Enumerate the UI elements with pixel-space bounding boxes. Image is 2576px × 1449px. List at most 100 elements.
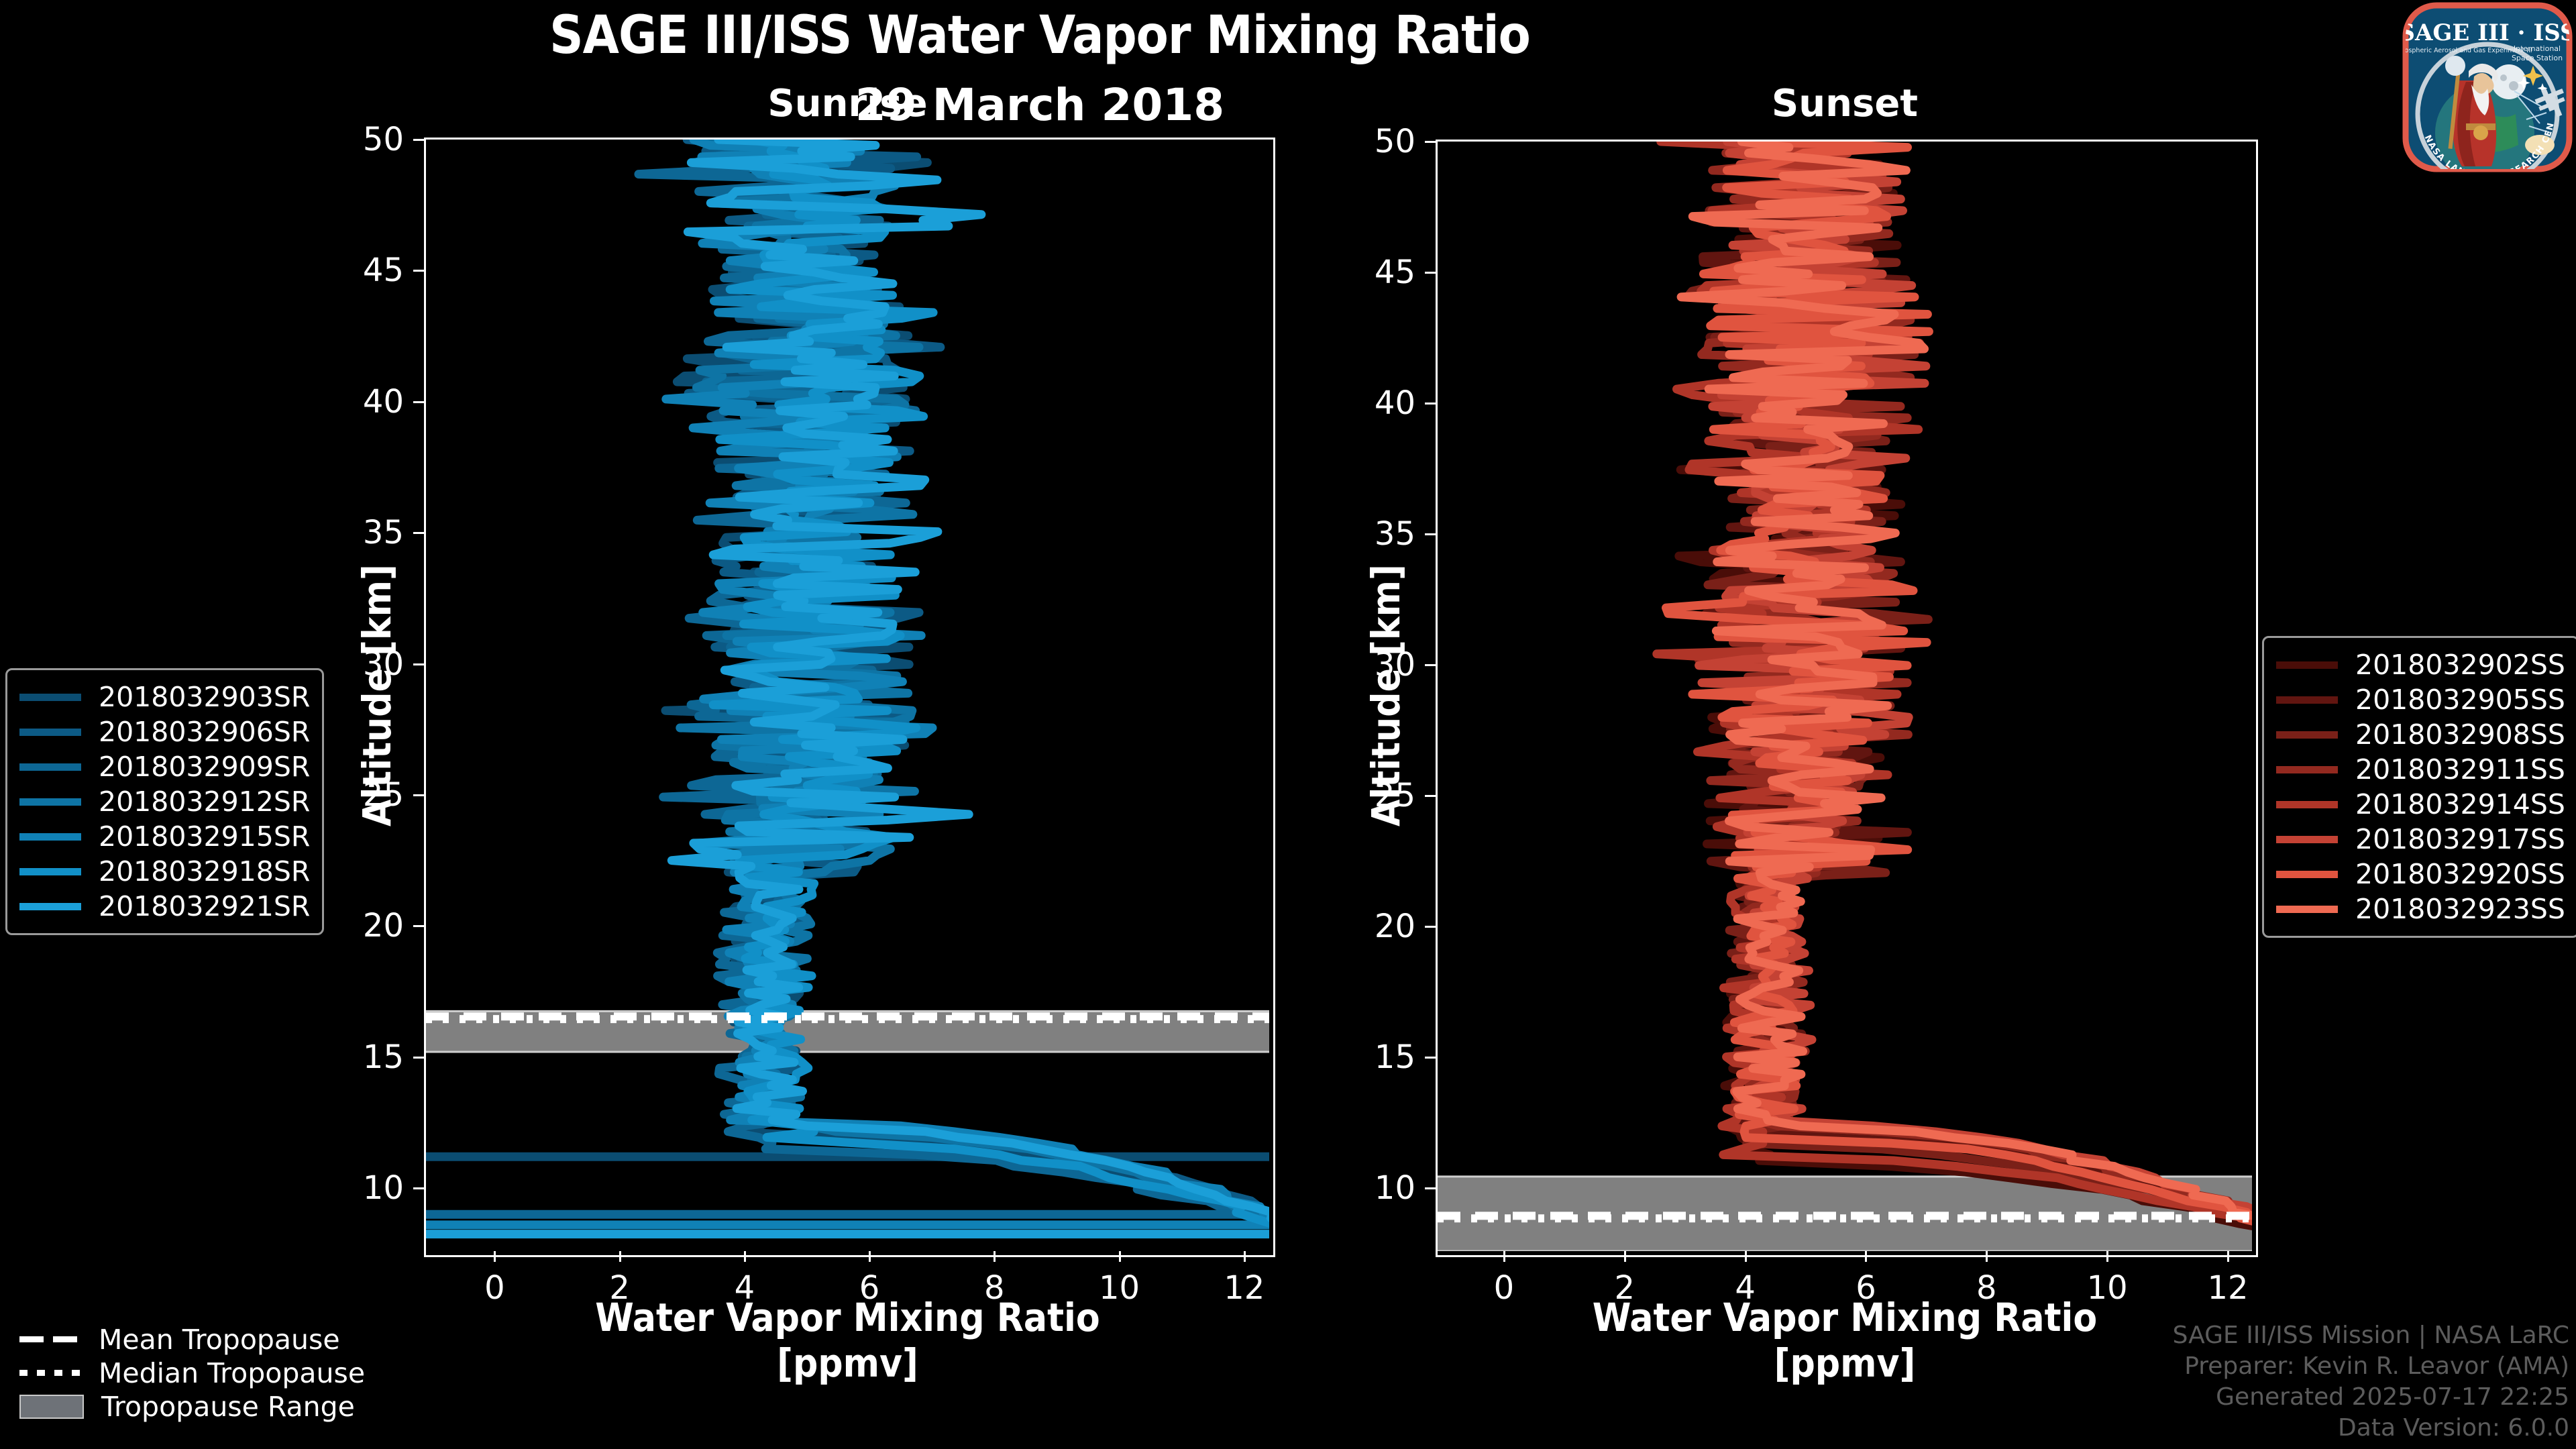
date-subtitle: 29 March 2018	[855, 79, 1225, 131]
legend-item-sunrise-1[interactable]: 2018032906SR	[19, 714, 310, 749]
legend-item-sunset-3[interactable]: 2018032911SS	[2276, 752, 2565, 787]
y-tick-label: 25	[1374, 777, 1415, 815]
y-tick	[413, 400, 424, 403]
x-tick-label: 2	[609, 1269, 630, 1307]
profile-lines-sunrise	[426, 140, 1269, 1239]
legend-color-swatch	[2276, 870, 2338, 878]
x-tick-label: 0	[484, 1269, 505, 1307]
logo-subtitle-right-1: International	[2514, 44, 2561, 53]
legend-item-median-tropopause[interactable]: Median Tropopause	[19, 1356, 365, 1390]
legend-label: 2018032915SR	[99, 820, 311, 853]
x-tick	[1986, 1251, 1988, 1262]
logo-title-text: SAGE III · ISS	[2402, 19, 2573, 46]
x-tick-label: 6	[1856, 1269, 1876, 1307]
y-tick	[1425, 402, 1436, 405]
legend-item-sunrise-6[interactable]: 2018032921SR	[19, 889, 310, 924]
legend-item-sunrise-2[interactable]: 2018032909SR	[19, 749, 310, 784]
legend-color-swatch	[19, 867, 81, 875]
y-tick	[1425, 664, 1436, 667]
y-tick	[413, 1187, 424, 1190]
credits-line-mission: SAGE III/ISS Mission | NASA LaRC	[2172, 1322, 2569, 1349]
credits-line-dataversion: Data Version: 6.0.0	[2338, 1414, 2569, 1442]
legend-item-sunset-4[interactable]: 2018032914SS	[2276, 787, 2565, 822]
x-tick	[1623, 1251, 1626, 1262]
legend-color-swatch	[19, 693, 81, 701]
legend-item-sunrise-3[interactable]: 2018032912SR	[19, 784, 310, 819]
y-tick-label: 15	[1374, 1038, 1415, 1077]
x-axis-title-sunrise: Water Vapor Mixing Ratio	[595, 1295, 1100, 1340]
x-tick	[494, 1251, 496, 1262]
profile-line	[667, 140, 1269, 1222]
y-tick	[413, 925, 424, 928]
plot-area-sunrise	[424, 138, 1275, 1257]
legend-item-sunset-2[interactable]: 2018032908SS	[2276, 717, 2565, 752]
legend-item-sunrise-5[interactable]: 2018032918SR	[19, 854, 310, 889]
legend-item-sunset-0[interactable]: 2018032902SS	[2276, 647, 2565, 682]
legend-color-swatch	[2276, 731, 2338, 739]
y-tick	[413, 532, 424, 535]
y-tick-label: 20	[362, 907, 404, 945]
x-tick	[1503, 1251, 1505, 1262]
y-tick	[1425, 926, 1436, 928]
y-tick-label: 30	[362, 645, 404, 683]
legend-label: 2018032909SR	[99, 751, 311, 783]
y-tick	[1425, 272, 1436, 274]
y-axis-title-sunrise: Altitude [km]	[354, 564, 400, 826]
legend-color-swatch	[2276, 905, 2338, 913]
x-tick-label: 10	[1098, 1269, 1140, 1307]
logo-subtitle-right-2: Space Station	[2512, 54, 2563, 62]
dotted-line-icon	[19, 1366, 81, 1381]
panel-header-sunset: Sunset	[1771, 82, 1919, 125]
x-axis-title-sunset: Water Vapor Mixing Ratio	[1592, 1295, 2098, 1340]
legend-item-sunset-6[interactable]: 2018032920SS	[2276, 857, 2565, 892]
plot-area-sunset	[1436, 140, 2258, 1257]
legend-item-sunrise-4[interactable]: 2018032915SR	[19, 819, 310, 854]
y-tick	[1425, 1057, 1436, 1059]
y-tick-label: 50	[1374, 123, 1415, 160]
legend-label: 2018032911SS	[2355, 753, 2565, 786]
y-tick	[1425, 1187, 1436, 1190]
y-tick-label: 10	[362, 1169, 404, 1208]
legend-item-tropopause-range[interactable]: Tropopause Range	[19, 1390, 365, 1424]
y-tick-label: 15	[362, 1038, 404, 1076]
legend-item-sunset-7[interactable]: 2018032923SS	[2276, 892, 2565, 926]
y-tick-label: 40	[1374, 384, 1415, 423]
filled-box-icon	[19, 1395, 84, 1419]
y-tick-label: 40	[362, 382, 404, 421]
legend-sunset[interactable]: 2018032902SS 2018032905SS 2018032908SS 2018…	[2262, 636, 2576, 938]
credits-block: SAGE III/ISS Mission | NASA LaRC Prepare…	[2173, 1320, 2569, 1444]
legend-label: 2018032902SS	[2355, 649, 2565, 681]
x-tick	[1744, 1251, 1747, 1262]
legend-label: 2018032921SR	[99, 890, 311, 922]
y-axis-title-sunset: Altitude [km]	[1363, 564, 1409, 826]
y-tick-label: 10	[1374, 1169, 1415, 1208]
x-tick	[869, 1251, 871, 1262]
x-axis-unit-sunrise: [ppmv]	[777, 1340, 918, 1386]
legend-color-swatch	[19, 763, 81, 771]
y-tick	[1425, 141, 1436, 143]
legend-item-sunset-1[interactable]: 2018032905SS	[2276, 682, 2565, 717]
legend-tropopause[interactable]: Mean Tropopause Median Tropopause Tropop…	[5, 1311, 380, 1435]
y-tick-label: 20	[1374, 908, 1415, 946]
legend-label: 2018032912SR	[99, 786, 311, 818]
legend-label: 2018032923SS	[2355, 893, 2565, 925]
profile-line	[708, 140, 1269, 1228]
x-tick-label: 4	[1735, 1269, 1756, 1307]
x-tick	[743, 1251, 746, 1262]
y-tick	[413, 270, 424, 272]
y-tick-label: 45	[362, 252, 404, 290]
legend-color-swatch	[2276, 800, 2338, 808]
legend-label: 2018032917SS	[2355, 823, 2565, 855]
y-tick	[1425, 795, 1436, 798]
y-tick	[413, 663, 424, 665]
x-tick	[1118, 1251, 1121, 1262]
legend-label-median-tropopause: Median Tropopause	[99, 1357, 366, 1389]
legend-sunrise[interactable]: 2018032903SR 2018032906SR 2018032909SR 2018…	[5, 668, 325, 935]
credits-line-generated: Generated 2025-07-17 22:25	[2216, 1383, 2569, 1411]
legend-label: 2018032920SS	[2355, 858, 2565, 890]
x-tick-label: 12	[2207, 1269, 2249, 1307]
legend-color-swatch	[2276, 835, 2338, 843]
legend-item-sunset-5[interactable]: 2018032917SS	[2276, 822, 2565, 857]
legend-item-mean-tropopause[interactable]: Mean Tropopause	[19, 1323, 365, 1356]
legend-item-sunrise-0[interactable]: 2018032903SR	[19, 680, 310, 714]
